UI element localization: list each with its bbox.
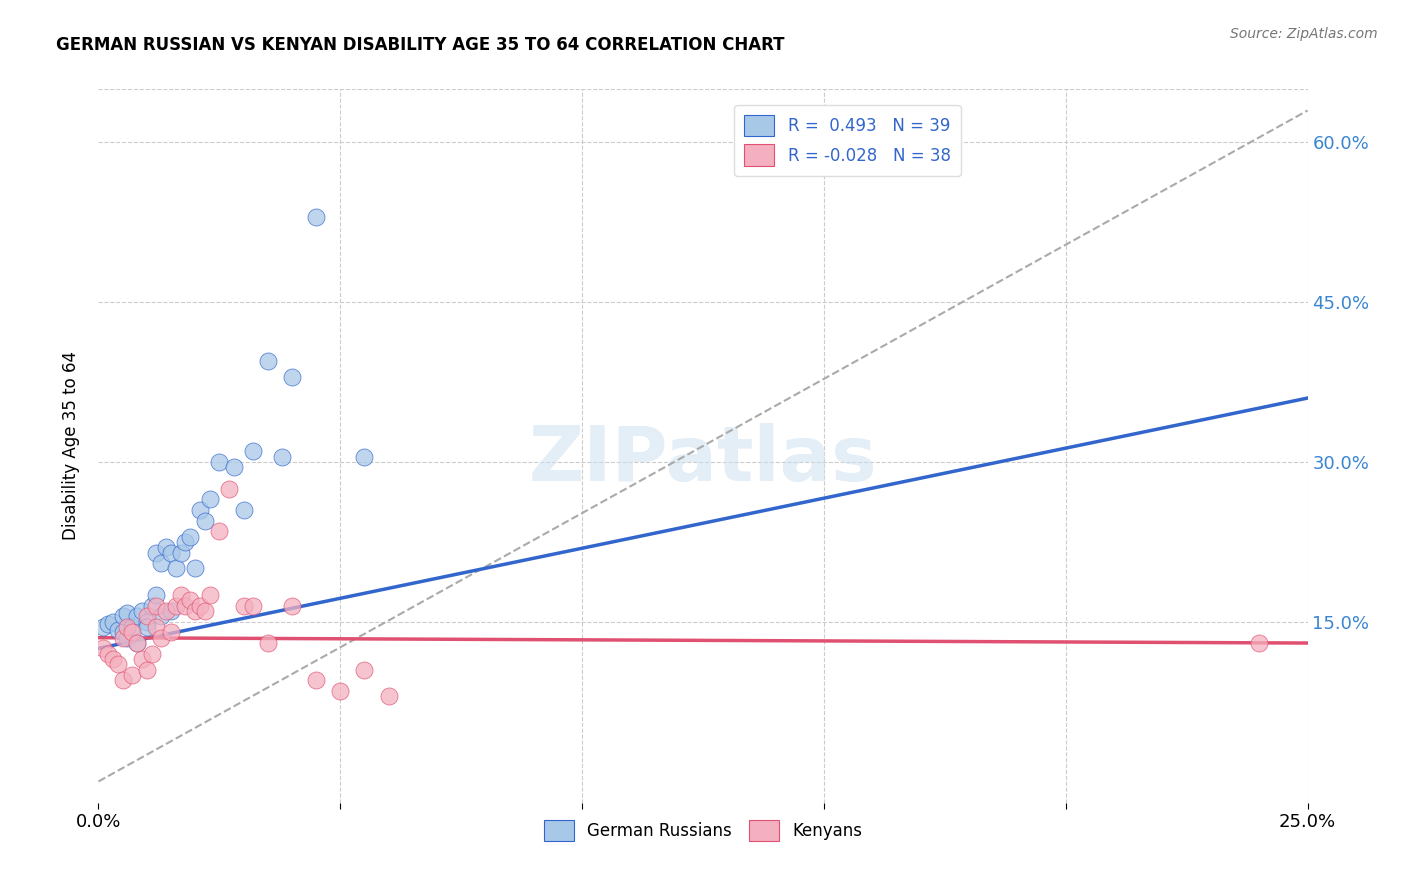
- Point: [107, 657, 129, 672]
- Point: [194, 514, 217, 528]
- Point: [141, 599, 163, 613]
- Point: [198, 492, 221, 507]
- Point: [111, 673, 134, 688]
- Point: [165, 599, 187, 613]
- Text: GERMAN RUSSIAN VS KENYAN DISABILITY AGE 35 TO 64 CORRELATION CHART: GERMAN RUSSIAN VS KENYAN DISABILITY AGE …: [56, 36, 785, 54]
- Point: [135, 615, 157, 629]
- Point: [91, 620, 114, 634]
- Point: [281, 599, 304, 613]
- Point: [174, 599, 197, 613]
- Point: [145, 620, 167, 634]
- Point: [242, 599, 264, 613]
- Point: [271, 450, 294, 464]
- Point: [141, 647, 163, 661]
- Point: [107, 624, 129, 638]
- Point: [97, 616, 120, 631]
- Point: [101, 652, 124, 666]
- Point: [198, 588, 221, 602]
- Point: [377, 690, 399, 704]
- Point: [169, 545, 191, 559]
- Point: [121, 625, 143, 640]
- Point: [179, 529, 201, 543]
- Point: [169, 588, 191, 602]
- Point: [117, 620, 139, 634]
- Point: [232, 503, 254, 517]
- Point: [145, 599, 167, 613]
- Point: [121, 620, 143, 634]
- Point: [101, 615, 124, 629]
- Point: [184, 604, 207, 618]
- Point: [117, 606, 139, 620]
- Point: [256, 636, 278, 650]
- Point: [329, 684, 352, 698]
- Point: [353, 450, 375, 464]
- Point: [117, 631, 139, 645]
- Point: [135, 620, 157, 634]
- Point: [305, 210, 328, 224]
- Point: [150, 556, 173, 570]
- Point: [127, 636, 149, 650]
- Point: [131, 604, 153, 618]
- Point: [242, 444, 264, 458]
- Text: Source: ZipAtlas.com: Source: ZipAtlas.com: [1230, 27, 1378, 41]
- Legend: German Russians, Kenyans: German Russians, Kenyans: [537, 814, 869, 848]
- Point: [111, 609, 134, 624]
- Point: [222, 460, 245, 475]
- Point: [281, 369, 304, 384]
- Point: [91, 641, 114, 656]
- Point: [208, 524, 231, 539]
- Point: [232, 599, 254, 613]
- Point: [127, 636, 149, 650]
- Point: [160, 625, 183, 640]
- Point: [97, 647, 120, 661]
- Point: [145, 545, 167, 559]
- Point: [160, 604, 183, 618]
- Point: [150, 631, 173, 645]
- Point: [1249, 636, 1271, 650]
- Text: ZIPatlas: ZIPatlas: [529, 424, 877, 497]
- Point: [174, 534, 197, 549]
- Point: [155, 540, 177, 554]
- Point: [145, 588, 167, 602]
- Point: [150, 609, 173, 624]
- Point: [179, 593, 201, 607]
- Point: [131, 652, 153, 666]
- Point: [135, 663, 157, 677]
- Point: [218, 482, 240, 496]
- Point: [160, 545, 183, 559]
- Point: [208, 455, 231, 469]
- Point: [305, 673, 328, 688]
- Point: [111, 625, 134, 640]
- Point: [353, 663, 375, 677]
- Point: [256, 353, 278, 368]
- Point: [155, 604, 177, 618]
- Point: [111, 631, 134, 645]
- Point: [135, 609, 157, 624]
- Y-axis label: Disability Age 35 to 64: Disability Age 35 to 64: [62, 351, 80, 541]
- Point: [188, 599, 211, 613]
- Point: [165, 561, 187, 575]
- Point: [121, 668, 143, 682]
- Point: [127, 609, 149, 624]
- Point: [184, 561, 207, 575]
- Point: [188, 503, 211, 517]
- Point: [194, 604, 217, 618]
